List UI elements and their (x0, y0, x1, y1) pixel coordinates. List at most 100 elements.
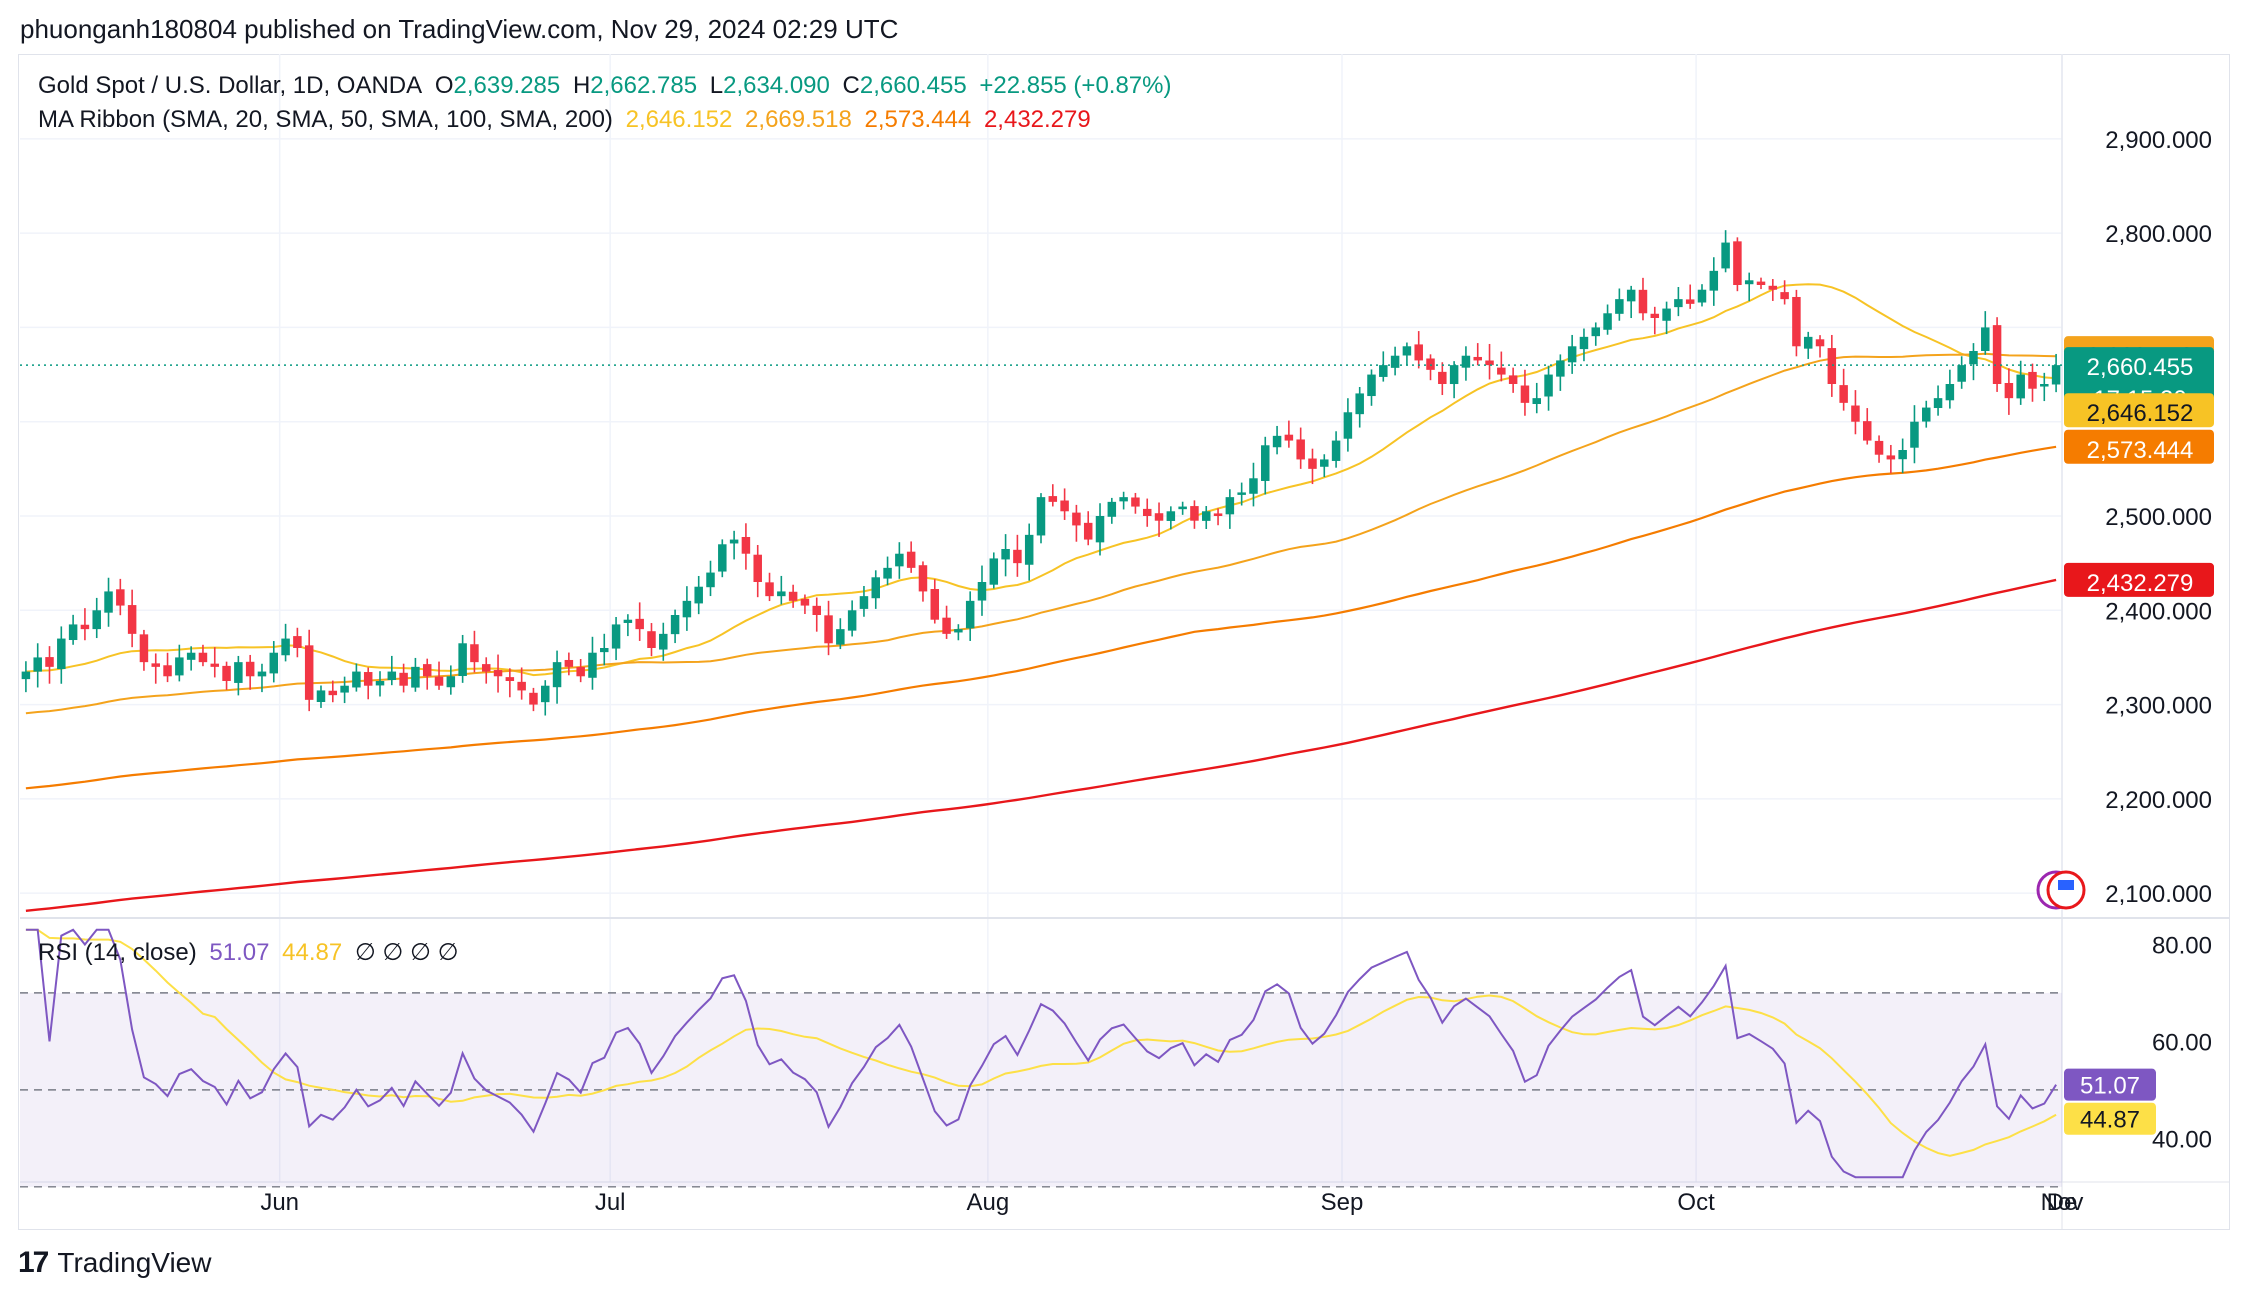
candle-body (1768, 285, 1778, 290)
ma-title[interactable]: MA Ribbon (SMA, 20, SMA, 50, SMA, 100, S… (38, 106, 613, 133)
candle-body (210, 663, 220, 667)
rsi-title[interactable]: RSI (14, close) (38, 939, 197, 966)
candle-body (1556, 360, 1565, 377)
candle-body (788, 591, 798, 601)
price-tags: 2,669.5182,660.45517:15:202,646.1522,573… (2064, 336, 2214, 597)
candle-body (977, 582, 987, 601)
candle-body (399, 672, 408, 686)
candle-body (1756, 281, 1766, 285)
sma200-price-tag-text: 2,432.279 (2087, 570, 2194, 597)
rsi-ma-line (25, 928, 2057, 1157)
brand-name: TradingView (57, 1247, 212, 1278)
candle-body (1615, 299, 1624, 314)
price-tick-label: 2,100.000 (2105, 881, 2212, 908)
candle-body (1060, 500, 1069, 512)
candle-body (1131, 497, 1140, 507)
candle-body (1827, 348, 1837, 384)
ma-legend[interactable]: MA Ribbon (SMA, 20, SMA, 50, SMA, 100, S… (38, 106, 1097, 134)
candle-body (269, 652, 279, 674)
candle-body (1544, 374, 1553, 397)
candle-body (2051, 365, 2061, 385)
open-value: 2,639.285 (453, 72, 561, 99)
candle-body (1945, 384, 1955, 401)
candle-body (965, 600, 975, 629)
candle-body (1001, 549, 1010, 560)
time-tick-label: Jul (595, 1189, 626, 1216)
rsi-ma-value: 44.87 (282, 939, 343, 966)
candle-body (316, 690, 326, 703)
candle-body (1969, 351, 1978, 365)
candle-body (1874, 440, 1884, 455)
candle-body (1249, 478, 1258, 494)
candle-body (104, 591, 113, 613)
close-value: 2,660.455 (859, 72, 967, 99)
candle-body (1190, 506, 1199, 521)
candle-body (1898, 450, 1907, 460)
candle-body (1154, 513, 1164, 521)
candle-body (80, 624, 90, 630)
sma20-price-tag: 2,646.152 (2064, 393, 2214, 428)
candle-body (1520, 385, 1530, 403)
candle-body (1603, 313, 1612, 330)
candles (21, 230, 2061, 716)
candle-body (151, 663, 160, 667)
rsi-value-tag-text: 51.07 (2080, 1073, 2140, 1100)
time-tick-label: Nov (2041, 1189, 2084, 1216)
candle-body (458, 643, 467, 677)
rsi-axis-ticks: 40.00 60.00 80.00 (2152, 932, 2212, 1153)
ohlc-legend[interactable]: Gold Spot / U.S. Dollar, 1D, OANDA O2,63… (38, 72, 1177, 100)
candle-body (1851, 405, 1860, 422)
price-tick-label: 2,800.000 (2105, 221, 2212, 248)
candle-body (564, 659, 574, 667)
candle-body (2016, 374, 2025, 399)
sma100-price-tag: 2,573.444 (2064, 429, 2214, 464)
candle-body (1461, 355, 1471, 368)
candle-body (1579, 336, 1589, 350)
candle-body (1142, 508, 1152, 516)
rsi-ma-value-tag-text: 44.87 (2080, 1107, 2140, 1134)
open-label: O (434, 72, 454, 99)
currency-flag-icon[interactable] (2036, 870, 2086, 910)
candle-body (1497, 367, 1506, 375)
candle-body (1473, 356, 1482, 361)
time-tick-label: Sep (1321, 1189, 1364, 1216)
grid-lines (20, 54, 2230, 1230)
candle-body (1178, 506, 1187, 510)
rsi-tags: 51.07 44.87 (2064, 1068, 2156, 1135)
candle-body (682, 600, 692, 618)
rsi-extra: ∅ ∅ ∅ ∅ (354, 939, 459, 966)
candle-body (1261, 445, 1270, 481)
candle-body (411, 666, 420, 688)
candle-body (670, 615, 680, 635)
candle-body (1449, 365, 1459, 385)
publish-line: phuonganh180804 published on TradingView… (20, 14, 899, 44)
candle-body (906, 551, 916, 568)
brand[interactable]: 17 TradingView (18, 1246, 211, 1280)
close-label: C (842, 72, 860, 99)
candle-body (352, 671, 361, 688)
candle-body (1981, 327, 1990, 352)
candle-body (1201, 511, 1211, 521)
candle-body (1426, 358, 1435, 370)
candle-body (245, 661, 255, 677)
symbol-title[interactable]: Gold Spot / U.S. Dollar, 1D, OANDA (38, 72, 423, 99)
candle-body (340, 685, 349, 693)
candle-body (729, 539, 739, 544)
rsi-legend[interactable]: RSI (14, close) 51.07 44.87 ∅ ∅ ∅ ∅ (38, 938, 465, 967)
candle-body (989, 558, 999, 585)
candle-body (1036, 497, 1046, 536)
candle-body (859, 596, 869, 609)
tradingview-logo-icon: 17 (18, 1246, 49, 1279)
sma200-line (25, 578, 2057, 912)
candle-body (954, 629, 963, 633)
candle-body (600, 648, 609, 653)
candle-body (328, 690, 338, 696)
ma200-value: 2,432.279 (983, 106, 1091, 133)
candle-body (304, 645, 314, 700)
price-tick-label: 2,300.000 (2105, 693, 2212, 720)
candle-body (1296, 439, 1305, 460)
candle-body (1992, 325, 2002, 384)
candle-body (1922, 407, 1931, 422)
